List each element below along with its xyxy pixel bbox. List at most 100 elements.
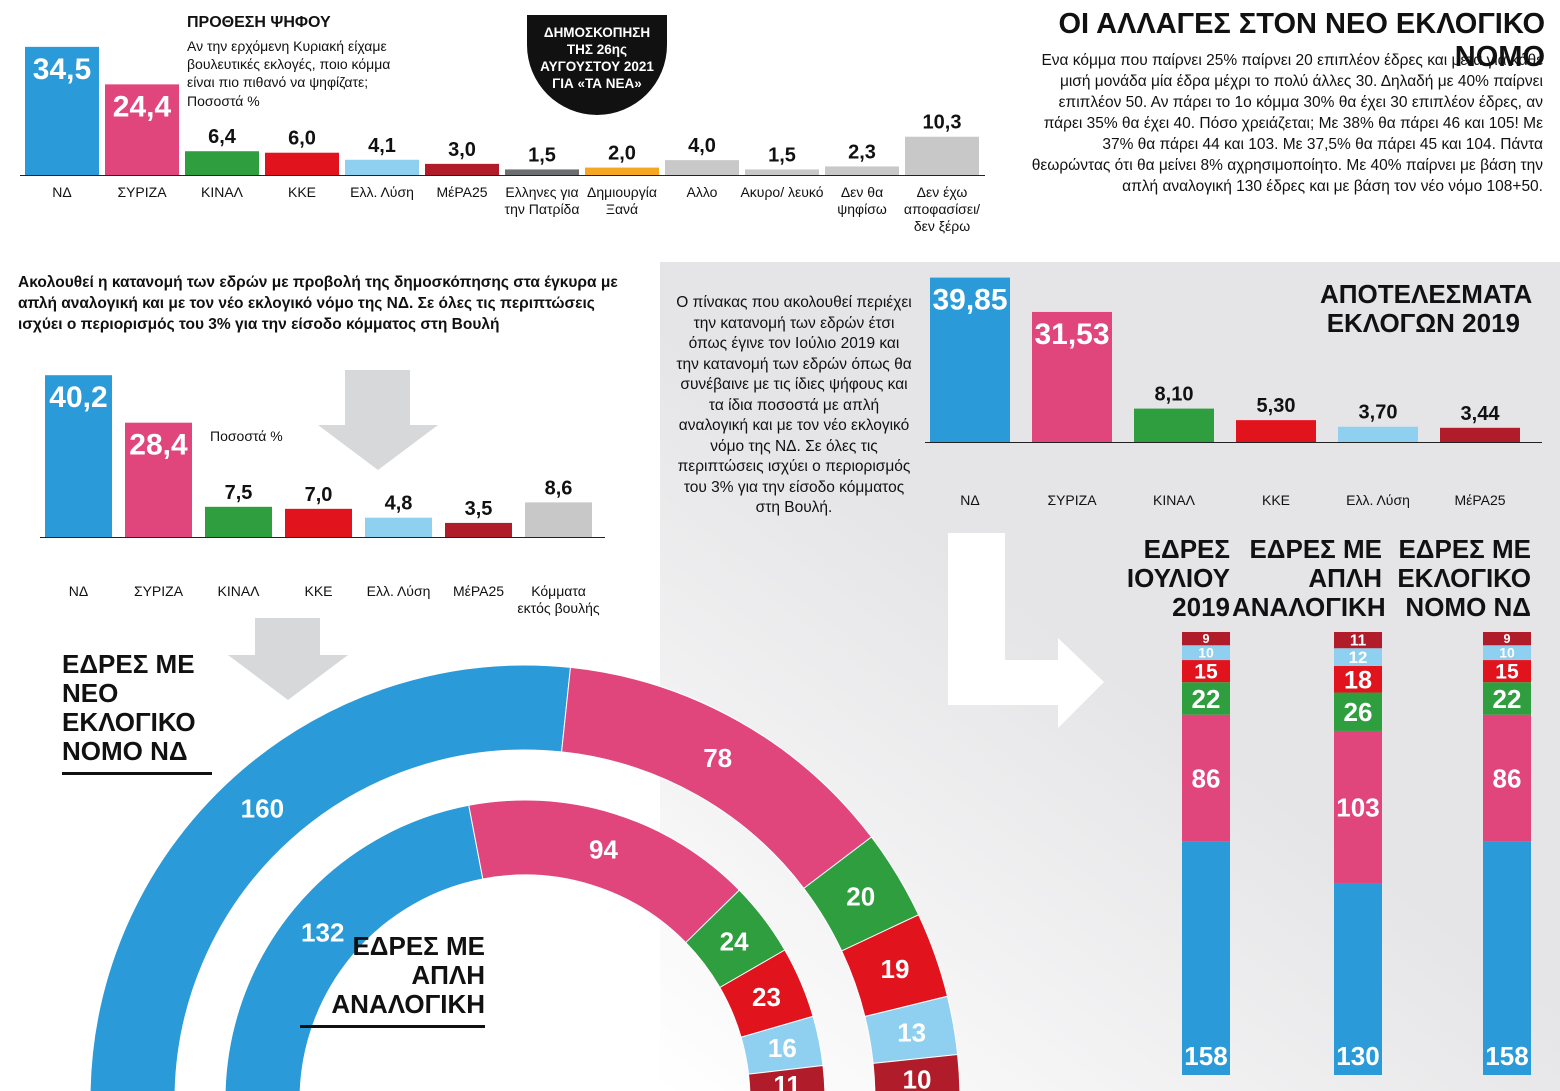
- seat-segment: [1182, 632, 1230, 646]
- category-label: Ακυρο/ λευκό: [740, 184, 824, 200]
- seat-segment: [1334, 692, 1382, 731]
- category-label: ΜέΡΑ25: [436, 184, 488, 200]
- outer-ring-title: ΕΔΡΕΣ ΜΕ ΝΕΟ ΕΚΛΟΓΙΚΟ ΝΟΜΟ ΝΔ: [62, 650, 212, 775]
- seat-label: 20: [846, 882, 875, 912]
- value-label: 40,2: [49, 381, 107, 414]
- intro-text: Ακολουθεί η κατανομή των εδρών με προβολ…: [18, 274, 618, 333]
- bar: [1134, 408, 1214, 442]
- seat-segment: [1483, 682, 1531, 715]
- category-label: ΚΚΕ: [304, 583, 333, 599]
- value-label: 7,0: [305, 484, 333, 506]
- seat-label: 15: [1194, 661, 1218, 684]
- category-label: Δεν θα ψηφίσω: [837, 184, 887, 217]
- seat-segment: [1483, 632, 1531, 646]
- poll-title: ΠΡΟΘΕΣΗ ΨΗΦΟΥ: [187, 14, 331, 31]
- category-label: ΣΥΡΙΖΑ: [133, 583, 184, 599]
- category-label: ΣΥΡΙΖΑ: [117, 184, 167, 200]
- seat-label: 16: [768, 1033, 797, 1063]
- seat-arc: [89, 664, 572, 1091]
- seat-label: 19: [881, 954, 910, 984]
- seat-label: 11: [773, 1070, 801, 1091]
- value-label: 2,0: [608, 143, 636, 165]
- seat-label: 9: [1503, 632, 1510, 646]
- article-title: ΟΙ ΑΛΛΑΓΕΣ ΣΤΟΝ ΝΕΟ ΕΚΛΟΓΙΚΟ ΝΟΜΟ: [1058, 8, 1545, 73]
- category-label: Ελληνες για την Πατρίδα: [504, 184, 580, 217]
- value-label: 8,10: [1155, 384, 1194, 406]
- bar: [265, 152, 339, 175]
- seat-label: 15: [1495, 661, 1519, 684]
- seat-label: 86: [1192, 764, 1221, 794]
- seat-segment: [1334, 632, 1382, 649]
- bar: [905, 136, 979, 175]
- category-label: ΚΙΝΑΛ: [1152, 492, 1196, 508]
- column-title: ΕΔΡΕΣ ΜΕ ΑΠΛΗ ΑΝΑΛΟΓΙΚΗ: [1232, 534, 1386, 622]
- bar: [825, 166, 899, 175]
- seat-label: 13: [897, 1018, 926, 1048]
- arrow: [318, 370, 438, 470]
- bar: [185, 151, 259, 175]
- category-label: ΚΙΝΑΛ: [217, 583, 260, 599]
- value-label: 10,3: [923, 112, 962, 134]
- seat-segment: [1334, 665, 1382, 693]
- bar: [665, 160, 739, 175]
- value-label: 3,0: [448, 139, 476, 161]
- seat-label: 23: [752, 982, 781, 1012]
- seat-segment: [1182, 645, 1230, 661]
- seat-segment: [1182, 714, 1230, 842]
- category-label: ΚΚΕ: [1261, 492, 1290, 508]
- seat-segment: [1483, 660, 1531, 683]
- badge-text: ΔΗΜΟΣΚΟΠΗΣΗ ΤΗΣ 26ης ΑΥΓΟΥΣΤΟΥ 2021 ΓΙΑ …: [540, 25, 654, 91]
- seat-segment: [1182, 682, 1230, 715]
- results-title: ΑΠΟΤΕΛΕΣΜΑΤΑ ΕΚΛΟΓΩΝ 2019: [1320, 279, 1533, 338]
- bar: [1338, 426, 1418, 442]
- seat-label: 160: [241, 793, 284, 823]
- category-label: Ελλ. Λύση: [350, 184, 414, 200]
- value-label: 2,3: [848, 141, 876, 163]
- bar: [45, 375, 112, 537]
- category-label: ΣΥΡΙΖΑ: [1047, 492, 1097, 508]
- arrow: [948, 533, 1104, 728]
- category-label: ΚΚΕ: [287, 184, 316, 200]
- value-label: 3,5: [465, 498, 493, 520]
- seat-label: 158: [1485, 1041, 1528, 1071]
- seat-segment: [1483, 714, 1531, 842]
- seat-arc: [872, 1053, 961, 1091]
- category-label: Αλλο: [686, 184, 718, 200]
- value-label: 4,1: [368, 135, 396, 157]
- column-title: ΕΔΡΕΣ ΜΕ ΕΚΛΟΓΙΚΟ ΝΟΜΟ ΝΔ: [1397, 534, 1531, 622]
- seat-arc: [747, 1064, 826, 1091]
- seat-segment: [1182, 660, 1230, 683]
- seat-label: 130: [1336, 1041, 1379, 1071]
- seat-label: 10: [1198, 645, 1214, 661]
- seat-segment: [1334, 883, 1382, 1075]
- category-label: ΜέΡΑ25: [452, 583, 505, 599]
- bar: [285, 508, 352, 537]
- category-label: Δημιουργία Ξανά: [587, 184, 657, 217]
- category-label: ΚΙΝΑΛ: [200, 184, 244, 200]
- arrow: [228, 618, 348, 700]
- category-label: ΝΔ: [68, 583, 89, 599]
- value-label: 8,6: [545, 477, 573, 499]
- bar: [425, 163, 499, 175]
- value-label: 4,8: [385, 493, 413, 515]
- seat-label: 10: [1499, 645, 1515, 661]
- value-label: 1,5: [528, 144, 556, 166]
- value-label: 3,70: [1359, 402, 1398, 424]
- seat-label: 24: [720, 926, 749, 956]
- bar: [125, 422, 192, 537]
- bar: [525, 502, 592, 537]
- category-label: Δεν έχω αποφασίσει/ δεν ξέρω: [903, 184, 981, 234]
- category-label: Κόμματα εκτός βουλής: [517, 583, 600, 616]
- poll-question: Αν την ερχόμενη Κυριακή είχαμε βουλευτικ…: [187, 38, 391, 90]
- value-label: 3,44: [1461, 403, 1501, 425]
- seat-label: 9: [1202, 632, 1209, 646]
- bar: [1032, 311, 1112, 442]
- value-label: 39,85: [932, 284, 1007, 317]
- value-label: 31,53: [1034, 318, 1109, 351]
- seat-label: 10: [903, 1064, 932, 1091]
- column-title: ΕΔΡΕΣ ΙΟΥΛΙΟΥ 2019: [1126, 534, 1230, 622]
- seat-label: 94: [589, 835, 618, 865]
- value-label: 34,5: [33, 53, 91, 86]
